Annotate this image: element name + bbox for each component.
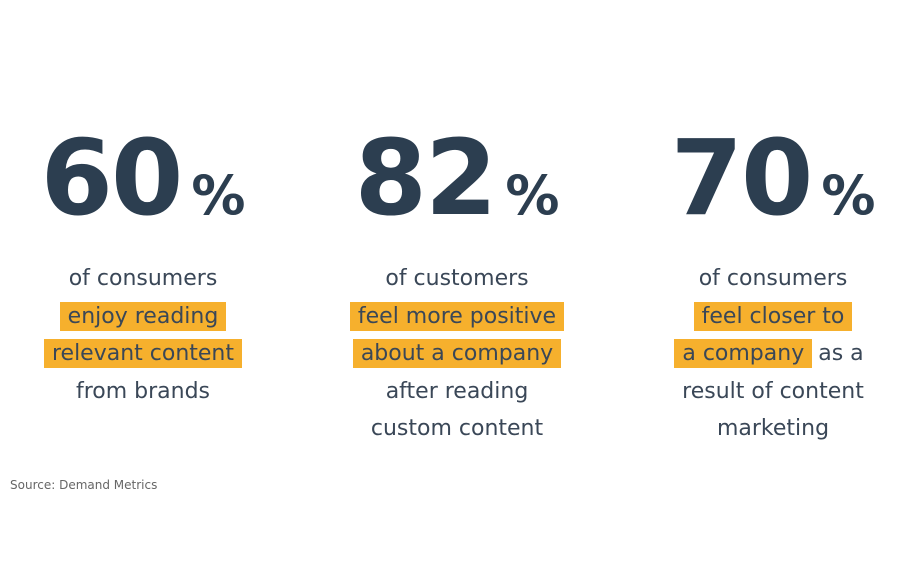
stat-description: of consumers enjoy reading relevant conten…: [0, 260, 293, 410]
description-line: result of content: [623, 373, 916, 411]
highlighted-text: enjoy reading: [59, 301, 227, 331]
text: of consumers: [698, 266, 848, 291]
highlighted-text: a company: [674, 339, 813, 368]
stat: 60% of consumers enjoy reading relevant con…: [0, 118, 293, 410]
description-line: about a company: [307, 335, 607, 373]
text: after reading: [385, 378, 529, 404]
description-line: relevant content: [0, 335, 293, 373]
text: result of content: [682, 378, 864, 404]
description-line: of consumers: [0, 260, 293, 298]
text: custom content: [370, 416, 544, 441]
description-line: from brands: [0, 373, 293, 411]
highlighted-text: relevant content: [43, 339, 243, 368]
stat-number: 60: [40, 117, 184, 239]
text: as a: [818, 341, 864, 366]
stat-unit: %: [191, 164, 246, 227]
description-line: feel closer to: [623, 298, 916, 336]
text: of customers: [385, 266, 529, 291]
description-line: of customers: [307, 260, 607, 298]
text: marketing: [716, 416, 830, 441]
stat-figure: 82%: [307, 118, 607, 238]
source: Source: Demand Metrics: [10, 478, 158, 492]
description-line: feel more positive: [307, 298, 607, 336]
text: from brands: [75, 378, 211, 404]
description-line: after reading: [307, 373, 607, 411]
description-line: enjoy reading: [0, 298, 293, 336]
stat: 70% of consumers feel closer to a company as…: [623, 118, 916, 448]
stat: 82% of customers feel more positive about a…: [307, 118, 607, 448]
description-line: marketing: [623, 410, 916, 448]
description-line: a company as a: [623, 335, 916, 373]
stat-figure: 70%: [623, 118, 916, 238]
highlighted-text: feel more positive: [349, 301, 565, 331]
stat-description: of customers feel more positive about a co…: [307, 260, 607, 448]
text: of consumers: [68, 266, 218, 291]
stat-figure: 60%: [0, 118, 293, 238]
stat-unit: %: [821, 164, 876, 227]
description-line: custom content: [307, 410, 607, 448]
stat-number: 82: [354, 117, 498, 239]
description-line: of consumers: [623, 260, 916, 298]
stat-description: of consumers feel closer to a company as a r…: [623, 260, 916, 448]
stat-unit: %: [505, 164, 560, 227]
highlighted-text: about a company: [352, 339, 562, 368]
highlighted-text: feel closer to: [693, 301, 853, 331]
stat-number: 70: [670, 117, 814, 239]
